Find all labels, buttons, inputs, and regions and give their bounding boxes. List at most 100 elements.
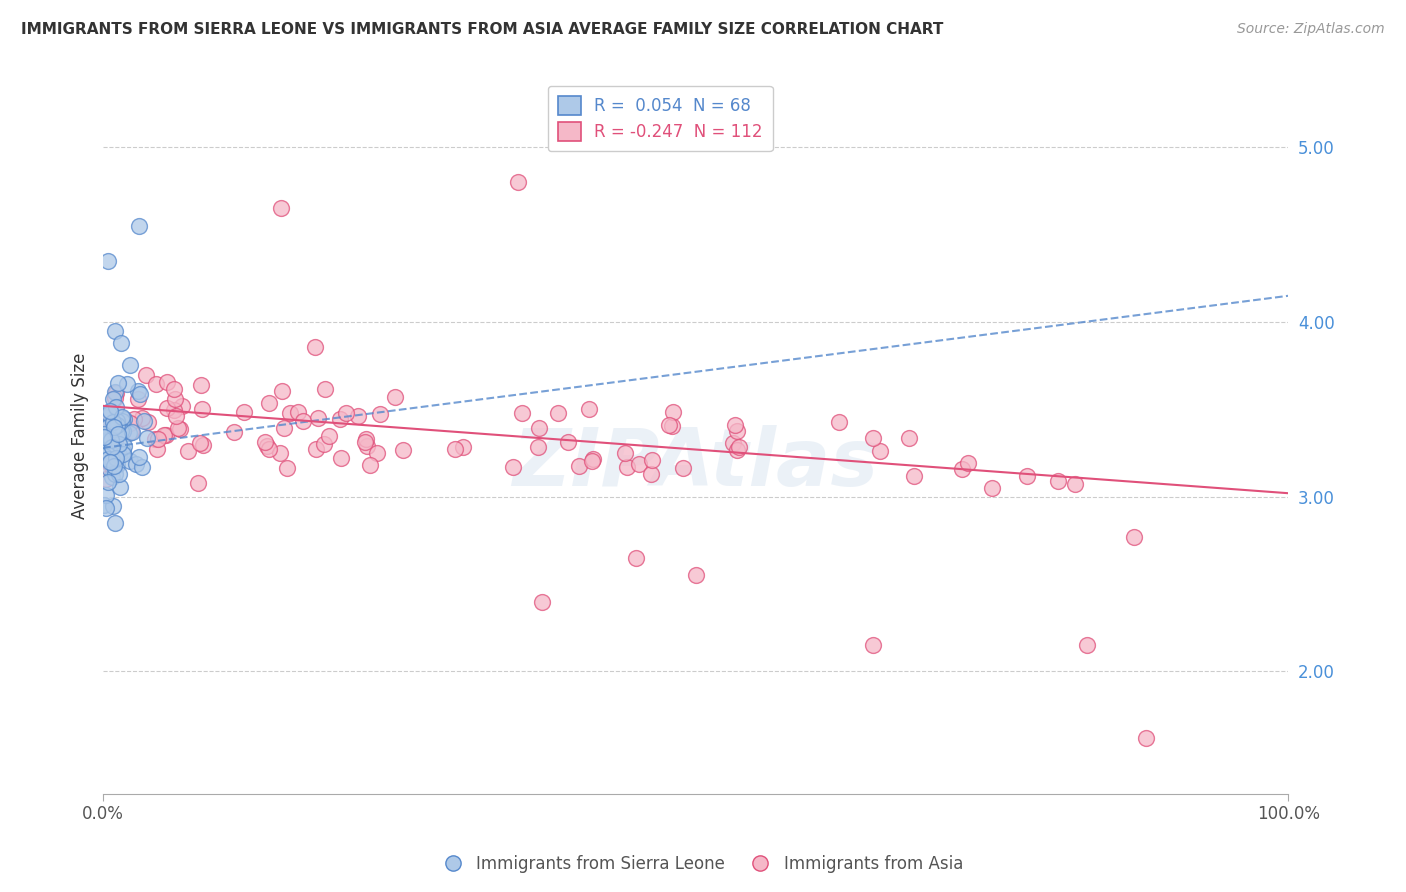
Point: [105, 417, 128, 432]
Point: [131, 411, 153, 425]
Point: [1047, 475, 1070, 489]
Point: [1123, 530, 1146, 544]
Point: [120, 417, 142, 431]
Point: [292, 414, 315, 428]
Point: [101, 500, 124, 514]
Point: [862, 431, 884, 445]
Point: [305, 442, 328, 457]
Point: [329, 412, 352, 426]
Point: [270, 384, 292, 398]
Point: [128, 219, 150, 233]
Point: [155, 428, 177, 442]
Point: [582, 452, 605, 467]
Point: [97, 420, 120, 434]
Point: [177, 444, 200, 458]
Point: [94, 409, 117, 424]
Point: [257, 442, 280, 457]
Point: [903, 469, 925, 483]
Point: [280, 406, 302, 420]
Point: [107, 467, 129, 481]
Point: [384, 390, 406, 404]
Point: [136, 431, 159, 445]
Point: [314, 436, 336, 450]
Point: [502, 460, 524, 475]
Point: [98, 432, 121, 446]
Point: [93, 430, 115, 444]
Legend: R =  0.054  N = 68, R = -0.247  N = 112: R = 0.054 N = 68, R = -0.247 N = 112: [547, 86, 773, 151]
Point: [105, 444, 128, 458]
Point: [1135, 731, 1157, 745]
Point: [222, 425, 245, 439]
Point: [568, 459, 591, 474]
Point: [100, 423, 122, 437]
Point: [101, 415, 124, 429]
Point: [112, 447, 135, 461]
Point: [368, 407, 391, 421]
Point: [233, 405, 256, 419]
Point: [190, 378, 212, 392]
Point: [111, 414, 134, 428]
Point: [111, 444, 134, 458]
Point: [661, 418, 683, 433]
Point: [96, 472, 118, 486]
Point: [356, 439, 378, 453]
Point: [163, 382, 186, 396]
Point: [627, 457, 650, 471]
Point: [104, 324, 127, 338]
Point: [115, 377, 138, 392]
Point: [107, 376, 129, 391]
Point: [145, 442, 167, 457]
Point: [578, 401, 600, 416]
Point: [273, 421, 295, 435]
Point: [269, 445, 291, 459]
Point: [104, 467, 127, 482]
Point: [100, 406, 122, 420]
Point: [97, 253, 120, 268]
Point: [118, 359, 141, 373]
Point: [125, 457, 148, 471]
Y-axis label: Average Family Size: Average Family Size: [72, 352, 89, 519]
Point: [165, 409, 187, 424]
Point: [314, 382, 336, 396]
Point: [104, 384, 127, 399]
Point: [1017, 469, 1039, 483]
Point: [724, 417, 747, 432]
Point: [359, 458, 381, 472]
Point: [97, 475, 120, 489]
Point: [153, 427, 176, 442]
Point: [104, 391, 127, 405]
Point: [101, 440, 124, 454]
Point: [530, 594, 553, 608]
Text: ZIPAtlas: ZIPAtlas: [513, 425, 879, 503]
Point: [1076, 638, 1098, 652]
Point: [100, 440, 122, 454]
Point: [112, 439, 135, 453]
Point: [658, 418, 681, 433]
Point: [103, 458, 125, 473]
Point: [957, 456, 980, 470]
Point: [111, 409, 134, 424]
Point: [169, 422, 191, 436]
Point: [156, 401, 179, 416]
Text: IMMIGRANTS FROM SIERRA LEONE VS IMMIGRANTS FROM ASIA AVERAGE FAMILY SIZE CORRELA: IMMIGRANTS FROM SIERRA LEONE VS IMMIGRAN…: [21, 22, 943, 37]
Point: [950, 462, 973, 476]
Point: [98, 403, 121, 417]
Point: [980, 481, 1002, 495]
Point: [725, 424, 748, 438]
Point: [354, 435, 377, 450]
Point: [307, 410, 329, 425]
Point: [276, 461, 298, 475]
Point: [616, 460, 638, 475]
Point: [105, 385, 128, 400]
Point: [121, 425, 143, 439]
Point: [98, 457, 121, 471]
Point: [104, 401, 127, 415]
Point: [143, 432, 166, 446]
Point: [135, 368, 157, 382]
Point: [318, 429, 340, 443]
Point: [392, 443, 415, 458]
Point: [145, 377, 167, 392]
Point: [104, 516, 127, 530]
Point: [124, 412, 146, 426]
Point: [163, 392, 186, 406]
